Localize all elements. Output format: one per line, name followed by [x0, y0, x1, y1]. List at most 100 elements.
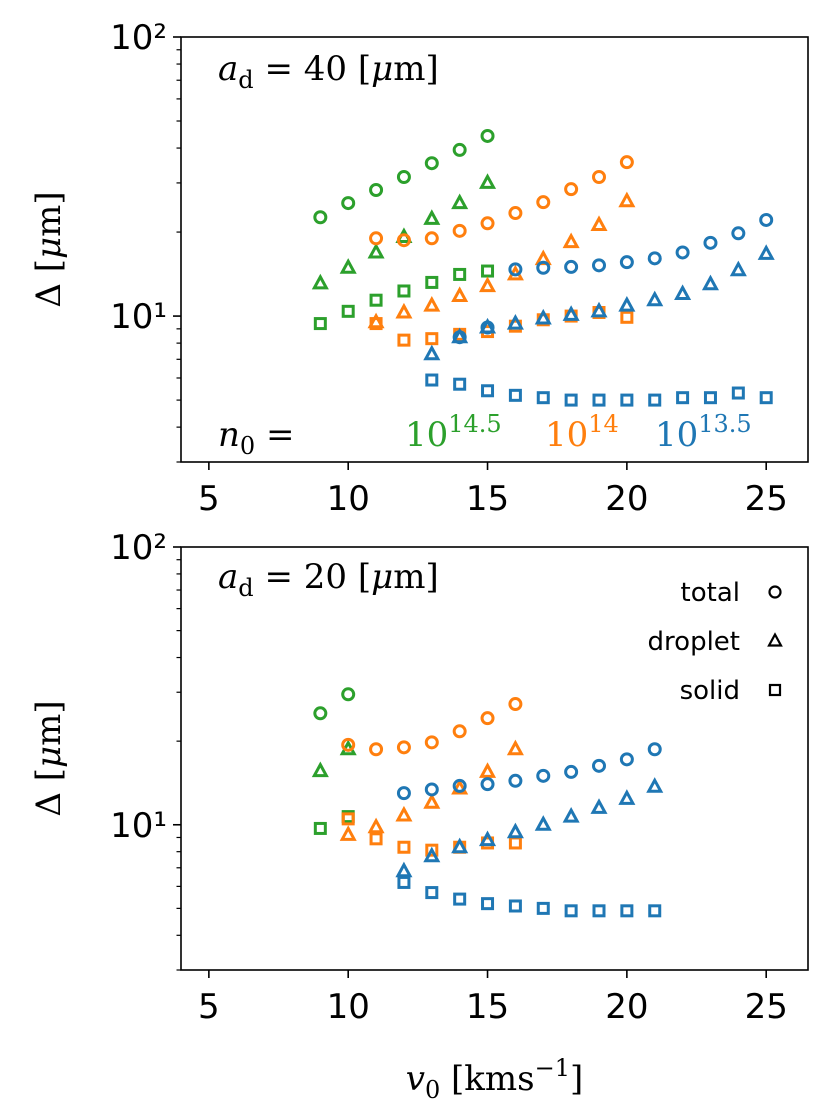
marker-square	[397, 284, 411, 298]
marker-circle	[396, 233, 411, 248]
marker-circle	[424, 156, 439, 171]
marker-circle	[675, 245, 690, 260]
x-tick-label: 20	[605, 479, 648, 519]
marker-square	[341, 812, 355, 826]
marker-triangle	[767, 632, 783, 647]
marker-triangle	[339, 825, 357, 841]
marker-circle	[424, 231, 439, 246]
legend-label: total	[681, 578, 740, 608]
legend-label: solid	[680, 676, 740, 706]
marker-triangle	[367, 817, 385, 834]
text-segment: 10	[655, 415, 698, 455]
marker-square	[676, 391, 690, 405]
text-segment: −1	[535, 1054, 570, 1082]
marker-circle	[508, 773, 523, 788]
x-axis-label: v0 [kms−1]	[406, 1054, 584, 1104]
text-segment: ]	[570, 1059, 583, 1099]
text-segment: = 20 [	[254, 557, 371, 597]
marker-circle	[480, 711, 495, 726]
marker-triangle	[479, 317, 497, 334]
marker-triangle	[395, 861, 413, 878]
marker-square	[397, 333, 411, 347]
marker-square	[425, 843, 439, 857]
marker-triangle	[479, 173, 497, 189]
marker-square	[397, 840, 411, 854]
marker-circle	[536, 260, 551, 275]
marker-triangle	[451, 327, 469, 344]
marker-triangle	[339, 258, 357, 274]
text-segment: 14	[588, 410, 619, 438]
marker-circle	[341, 196, 356, 211]
marker-square	[481, 264, 495, 278]
marker-square	[592, 904, 606, 918]
text-segment: n	[218, 415, 240, 455]
annotation: 1014.5	[405, 410, 502, 455]
text-segment: μ	[371, 49, 393, 89]
marker-triangle	[311, 761, 329, 778]
text-segment: 13.5	[698, 410, 751, 438]
x-tick-label: 25	[745, 479, 788, 519]
marker-square	[731, 386, 745, 400]
marker-triangle	[674, 284, 692, 300]
marker-circle	[536, 768, 551, 783]
x-tick-label: 15	[466, 987, 509, 1027]
y-tick-label: 10¹	[110, 806, 167, 846]
marker-triangle	[451, 286, 469, 303]
marker-triangle	[618, 191, 636, 208]
marker-circle	[369, 182, 384, 197]
marker-square	[564, 904, 578, 918]
marker-square	[313, 821, 327, 835]
x-tick-label: 10	[327, 987, 370, 1027]
marker-triangle	[618, 789, 636, 805]
y-tick-label: 10¹	[110, 297, 167, 337]
marker-square	[620, 310, 634, 324]
marker-square	[341, 304, 355, 318]
marker-circle	[731, 226, 746, 241]
marker-square	[425, 886, 439, 900]
marker-triangle	[479, 276, 497, 293]
marker-triangle	[395, 302, 413, 319]
marker-circle	[341, 737, 356, 752]
annotation: 1014	[545, 410, 619, 455]
text-segment: d	[238, 66, 253, 94]
marker-circle	[480, 216, 495, 231]
marker-triangle	[479, 762, 497, 778]
annotation: n0 =	[218, 415, 294, 460]
marker-circle	[619, 255, 634, 270]
marker-circle	[369, 231, 384, 246]
annotation: ad = 40 [μm]	[218, 49, 439, 94]
marker-circle	[592, 758, 606, 773]
marker-circle	[396, 786, 411, 801]
plot-frame	[180, 546, 809, 971]
text-segment: Δ [	[29, 259, 69, 308]
marker-circle	[564, 764, 579, 779]
text-segment: [kms	[440, 1059, 534, 1099]
marker-square	[453, 267, 467, 281]
marker-triangle	[590, 215, 608, 232]
marker-circle	[647, 742, 662, 757]
text-segment: a	[218, 557, 238, 597]
marker-square	[508, 836, 522, 850]
x-tick-label: 15	[466, 479, 509, 519]
text-segment: 10	[405, 415, 448, 455]
marker-circle	[424, 735, 439, 750]
marker-circle	[424, 782, 439, 797]
marker-triangle	[646, 290, 664, 307]
marker-triangle	[451, 837, 469, 854]
marker-circle	[592, 170, 606, 185]
marker-triangle	[423, 209, 441, 225]
y-tick-label: 10²	[110, 18, 167, 58]
marker-triangle	[423, 846, 441, 863]
marker-square	[564, 393, 578, 407]
marker-circle	[313, 706, 328, 721]
legend-label: droplet	[648, 627, 740, 657]
annotation: ad = 20 [μm]	[218, 557, 439, 602]
marker-square	[481, 384, 495, 398]
text-segment: μ	[29, 746, 69, 768]
marker-circle	[480, 128, 495, 143]
marker-triangle	[479, 830, 497, 847]
marker-triangle	[534, 815, 552, 831]
marker-triangle	[395, 805, 413, 822]
marker-square	[648, 393, 662, 407]
